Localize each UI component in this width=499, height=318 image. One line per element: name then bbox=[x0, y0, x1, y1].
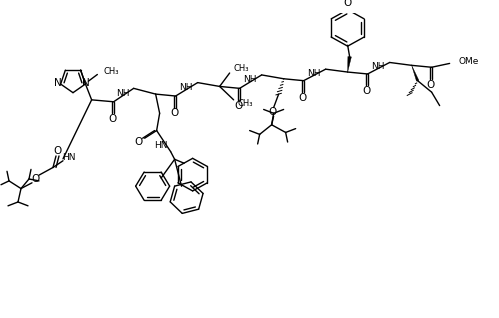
Text: O: O bbox=[427, 80, 435, 89]
Text: CH₃: CH₃ bbox=[234, 64, 249, 73]
Text: O: O bbox=[268, 107, 277, 117]
Text: NH: NH bbox=[179, 83, 193, 92]
Text: HN: HN bbox=[154, 142, 167, 150]
Text: O: O bbox=[54, 146, 62, 156]
Text: O: O bbox=[235, 100, 243, 111]
Polygon shape bbox=[412, 65, 419, 81]
Text: O: O bbox=[298, 93, 307, 103]
Text: O: O bbox=[135, 137, 143, 147]
Text: NH: NH bbox=[307, 68, 320, 78]
Text: N: N bbox=[82, 78, 90, 88]
Text: NH: NH bbox=[371, 62, 384, 71]
Text: NH: NH bbox=[243, 75, 256, 84]
Text: O: O bbox=[108, 114, 117, 124]
Text: HN: HN bbox=[62, 153, 76, 162]
Text: NH: NH bbox=[116, 89, 129, 98]
Text: O: O bbox=[171, 108, 179, 118]
Text: OMe: OMe bbox=[459, 57, 479, 66]
Text: CH₃: CH₃ bbox=[103, 67, 119, 76]
Text: O: O bbox=[343, 0, 352, 8]
Polygon shape bbox=[348, 57, 351, 72]
Text: O: O bbox=[32, 174, 40, 184]
Text: O: O bbox=[362, 86, 371, 96]
Text: N: N bbox=[54, 78, 61, 88]
Text: CH₃: CH₃ bbox=[238, 99, 253, 108]
